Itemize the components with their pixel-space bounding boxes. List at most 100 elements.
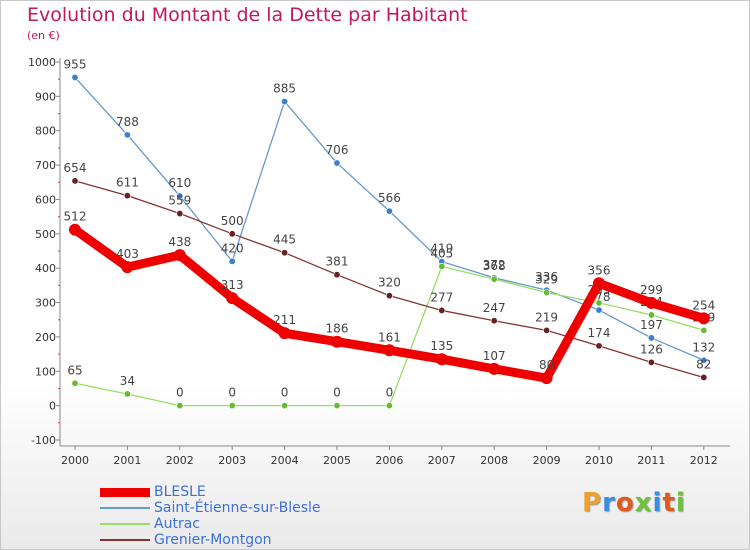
y-tick-label: 200 [35,331,56,344]
data-label: 368 [483,259,506,273]
data-label: 211 [273,313,296,327]
data-point [176,192,184,200]
data-point [700,356,708,364]
data-point [228,257,236,265]
x-tick-label: 2010 [585,454,613,467]
data-label: 197 [640,318,663,332]
data-point [123,390,131,398]
data-point [595,342,603,350]
y-tick-label: 800 [35,125,56,138]
logo-letter: o [615,488,635,518]
data-label: 955 [64,57,87,71]
y-tick-label: 1000 [28,56,56,69]
data-label: 161 [378,330,401,344]
logo-letter: P [582,488,603,518]
data-point [700,326,708,334]
data-point [331,335,343,348]
data-label: 356 [588,263,611,277]
x-tick-label: 2003 [218,454,246,467]
data-point [385,292,393,300]
legend-swatch [100,523,150,525]
data-point [385,402,393,410]
legend-label: Autrac [154,516,200,532]
data-point [647,358,655,366]
x-tick-label: 2007 [428,454,456,467]
data-label: 186 [326,322,349,336]
x-tick-label: 2001 [113,454,141,467]
x-tick-label: 2006 [375,454,403,467]
data-label: 788 [116,115,139,129]
data-point [71,379,79,387]
x-tick-label: 2012 [690,454,718,467]
data-label: 336 [535,270,558,284]
data-label: 445 [273,233,296,247]
data-point [278,327,291,340]
data-label: 654 [64,161,87,175]
data-point [333,159,341,167]
data-point [228,230,236,238]
data-label: 0 [228,386,236,400]
data-point [228,402,236,410]
data-point [540,372,553,385]
proxiti-logo: Proxiti [582,488,686,518]
data-point [647,311,655,319]
data-label: 0 [386,386,394,400]
data-label: 500 [221,214,244,228]
data-label: 132 [692,340,715,354]
data-label: 885 [273,82,296,96]
y-tick-label: 400 [35,262,56,275]
data-point [543,326,551,334]
data-point [383,344,396,357]
data-point [121,261,134,274]
data-label: 372 [483,258,506,272]
data-label: 419 [430,242,453,256]
data-label: 320 [378,276,401,290]
legend-swatch [100,507,150,509]
data-point [123,192,131,200]
data-point [173,249,186,262]
data-label: 559 [168,194,191,208]
data-point [438,262,446,270]
data-point [700,373,708,381]
legend-swatch [100,539,150,541]
data-label: 34 [120,374,135,388]
data-point [490,275,498,283]
y-tick-label: 700 [35,159,56,172]
data-point [488,362,501,375]
y-tick-label: 300 [35,297,56,310]
data-label: 706 [326,143,349,157]
legend-label: BLESLE [154,484,206,500]
chart-title: Evolution du Montant de la Dette par Hab… [27,4,468,26]
data-point [385,207,393,215]
data-label: 0 [281,386,289,400]
data-point [176,402,184,410]
legend-item: BLESLE [100,484,321,500]
data-label: 381 [326,255,349,269]
data-point [595,299,603,307]
data-label: 219 [535,310,558,324]
data-point [645,296,658,309]
data-point [697,312,710,325]
y-tick-label: 500 [35,228,56,241]
data-label: 0 [333,386,341,400]
data-label: 277 [430,290,453,304]
data-point [647,334,655,342]
x-tick-label: 2009 [533,454,561,467]
x-tick-label: 2011 [637,454,665,467]
data-point [176,210,184,218]
data-label: 80 [539,358,554,372]
legend-item: Saint-Étienne-sur-Blesle [100,500,321,516]
legend-label: Saint-Étienne-sur-Blesle [154,500,321,516]
legend-swatch [100,487,150,497]
logo-letter: i [652,488,663,518]
data-label: 405 [430,246,453,260]
legend-item: Grenier-Montgon [100,532,321,548]
x-tick-label: 2005 [323,454,351,467]
data-label: 420 [221,241,244,255]
data-point [281,98,289,106]
chart-subtitle: (en €) [27,29,60,42]
data-label: 566 [378,191,401,205]
data-point [435,353,448,366]
data-point [333,402,341,410]
